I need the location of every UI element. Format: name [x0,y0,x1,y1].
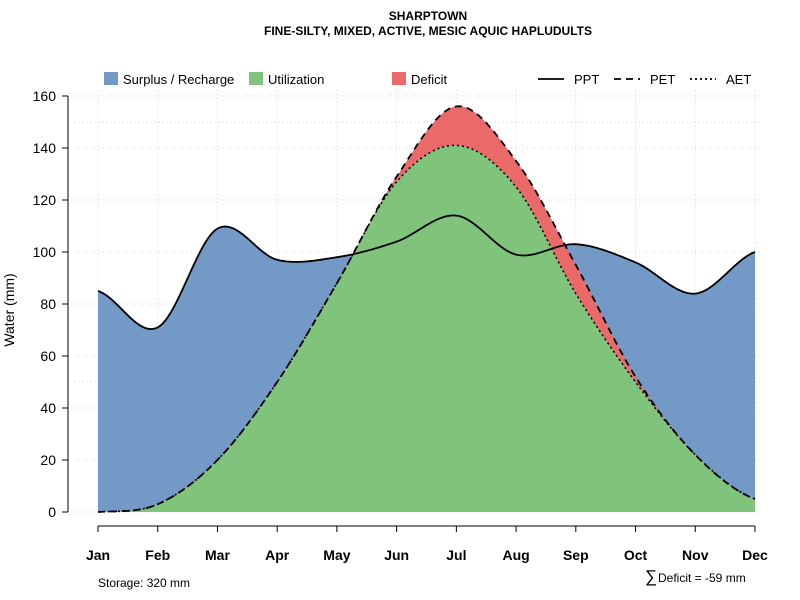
x-tick-label: Jul [446,547,466,563]
legend-swatch [392,72,406,85]
legend-label: PET [650,72,675,87]
y-tick-label: 20 [40,452,56,468]
y-tick-label: 60 [40,348,56,364]
x-tick-label: Dec [742,547,768,563]
y-tick-label: 100 [33,244,57,260]
legend-label: Utilization [268,72,324,87]
axes: 0 20 40 60 80 100 120 140 160 Jan Feb Mar Apr May Jun J… [33,88,768,563]
area-fills [98,106,755,512]
y-tick-label: 40 [40,400,56,416]
utilization-area [98,145,755,512]
y-tick-label: 80 [40,296,56,312]
ppt-line [97,214,756,330]
x-tick-label: Aug [502,547,529,563]
y-tick-label: 160 [33,88,57,104]
legend-label: Surplus / Recharge [123,72,234,87]
sum-symbol: ∑ [645,567,657,586]
y-tick-label: 140 [33,140,57,156]
y-tick-label: 0 [48,504,56,520]
pet-line [97,105,756,513]
x-tick-label: Jun [384,547,409,563]
series-lines [97,105,756,513]
x-tick-label: Feb [145,547,170,563]
x-tick-label: May [323,547,350,563]
x-tick-label: Oct [624,547,648,563]
legend-swatch [249,72,263,85]
legend-swatch [104,72,118,85]
legend-label: Deficit [411,72,448,87]
x-tick-label: Sep [563,547,589,563]
x-tick-label: Apr [265,547,290,563]
legend-label: PPT [574,72,599,87]
chart-title: SHARPTOWN [389,9,467,23]
y-tick-label: 120 [33,192,57,208]
x-tick-label: Nov [682,547,709,563]
deficit-total-note: Deficit = -59 mm [658,571,746,585]
legend: Surplus / Recharge Utilization Deficit PPT P… [104,72,751,87]
x-tick-label: Jan [86,547,110,563]
legend-label: AET [726,72,751,87]
storage-note: Storage: 320 mm [98,576,190,590]
y-axis-label: Water (mm) [1,273,17,346]
chart-subtitle: FINE-SILTY, MIXED, ACTIVE, MESIC AQUIC H… [264,24,592,38]
x-tick-label: Mar [205,547,230,563]
